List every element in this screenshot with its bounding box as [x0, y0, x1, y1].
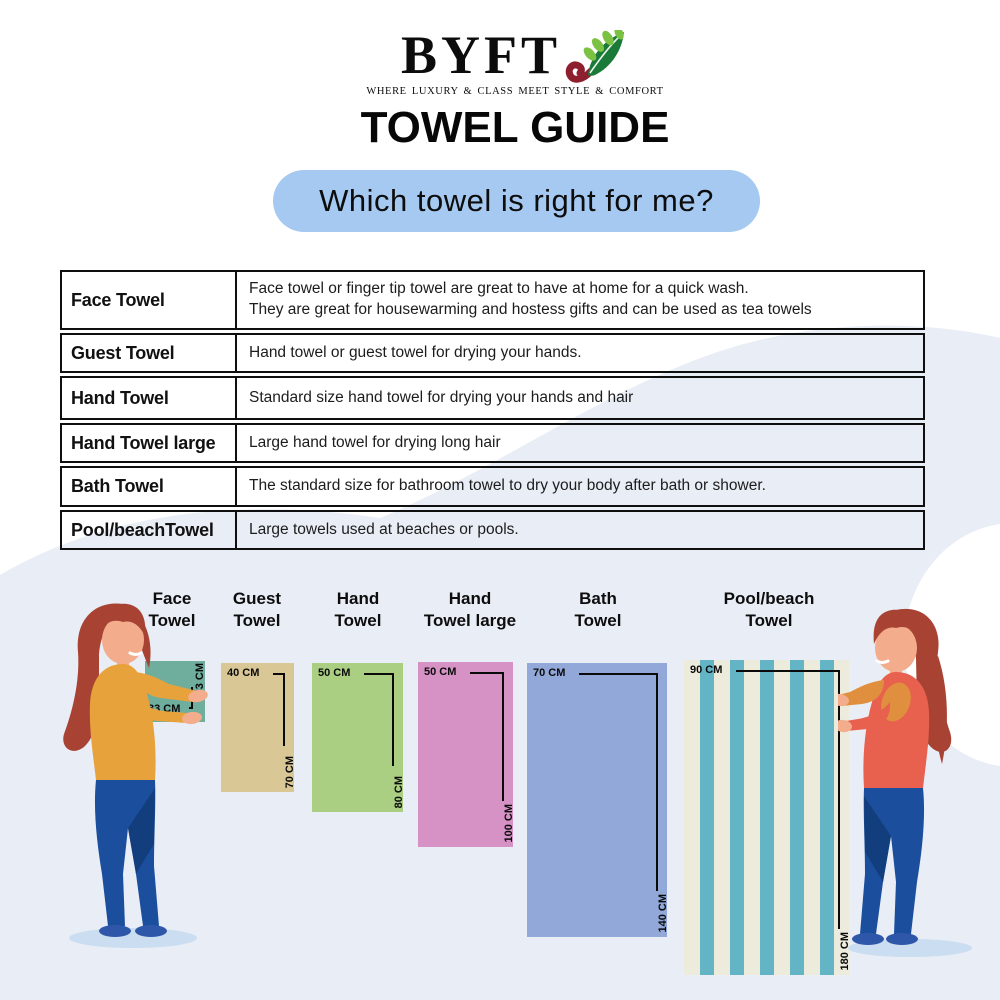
row-description: Hand towel or guest towel for drying you…	[249, 343, 582, 361]
leaf-sprig-icon	[565, 30, 625, 83]
row-description: Face towel or finger tip towel are great…	[249, 280, 812, 318]
diagram-label-face-towel: Face Towel	[149, 588, 196, 632]
height-measurement: 140 CM	[657, 894, 669, 933]
figure-shadow	[848, 939, 972, 957]
diagram-label-hand-towel: Hand Towel	[335, 588, 382, 632]
table-row-hand-towel-large: Hand Towel large Large hand towel for dr…	[60, 423, 925, 463]
diagram-label-pool-beach-towel: Pool/beach Towel	[724, 588, 815, 632]
label-line: Face	[152, 589, 192, 608]
measure-line-vertical	[501, 672, 504, 801]
measure-line-horizontal	[579, 673, 658, 676]
figure-shadow	[69, 928, 197, 948]
hand-towel-large-swatch: 50 CM 100 CM	[418, 662, 515, 847]
guest-towel-swatch: 40 CM 70 CM	[221, 663, 296, 792]
row-label: Face Towel	[62, 272, 237, 328]
label-line: Towel	[334, 611, 382, 631]
hand-towel-swatch: 50 CM 80 CM	[312, 663, 405, 812]
measure-line-vertical	[282, 673, 285, 746]
pool-beach-towel-swatch: 90 CM 180 CM	[684, 660, 851, 975]
brand-logo: BYFT	[30, 22, 1000, 85]
question-banner-text: Which towel is right for me?	[319, 183, 714, 218]
width-measurement: 90 CM	[690, 664, 723, 676]
label-line: Pool/beach	[723, 589, 815, 608]
row-description: Large hand towel for drying long hair	[249, 433, 501, 451]
diagram-label-guest-towel: Guest Towel	[233, 588, 281, 632]
table-row-pool-beach-towel: Pool/beachTowel Large towels used at bea…	[60, 510, 925, 550]
label-line: Towel	[574, 611, 622, 631]
label-line: Towel	[745, 611, 793, 631]
measure-line-horizontal	[273, 673, 285, 676]
label-line: Towel	[233, 611, 281, 631]
width-measurement: 50 CM	[318, 667, 351, 679]
table-row-bath-towel: Bath Towel The standard size for bathroo…	[60, 466, 925, 507]
measure-line-vertical	[837, 670, 840, 929]
brand-name: BYFT	[400, 25, 562, 85]
diagram-label-hand-towel-large: Hand Towel large	[424, 588, 516, 632]
diagram-label-bath-towel: Bath Towel	[575, 588, 622, 632]
header: BYFT WHERE LUXURY & CLASS MEET STYLE & C…	[0, 0, 1000, 153]
width-measurement: 40 CM	[227, 667, 260, 679]
measure-line-vertical	[655, 673, 658, 891]
row-description: Large towels used at beaches or pools.	[249, 520, 519, 538]
bath-towel-swatch: 70 CM 140 CM	[527, 663, 669, 937]
height-measurement: 80 CM	[393, 775, 405, 808]
measure-line-horizontal	[470, 672, 504, 675]
label-line: Hand	[336, 589, 380, 608]
row-label: Bath Towel	[62, 468, 237, 505]
height-measurement: 100 CM	[503, 804, 515, 843]
measure-line-horizontal	[364, 673, 394, 676]
table-row-face-towel: Face Towel Face towel or finger tip towe…	[60, 270, 925, 330]
woman-figure-right	[838, 608, 972, 957]
towel-guide-table: Face Towel Face towel or finger tip towe…	[60, 270, 925, 553]
row-label: Hand Towel large	[62, 425, 237, 461]
row-label: Guest Towel	[62, 335, 237, 371]
label-line: Hand	[448, 589, 492, 608]
label-line: Guest	[232, 589, 282, 608]
label-line: Towel	[148, 611, 196, 631]
woman-figure-left	[63, 603, 208, 948]
row-description: Standard size hand towel for drying your…	[249, 388, 634, 406]
brand-tagline: WHERE LUXURY & CLASS MEET STYLE & COMFOR…	[366, 86, 664, 97]
width-measurement: 70 CM	[533, 667, 566, 679]
table-row-guest-towel: Guest Towel Hand towel or guest towel fo…	[60, 333, 925, 373]
page-title: TOWEL GUIDE	[360, 103, 670, 152]
label-line: Bath	[579, 589, 617, 608]
measure-line-vertical	[391, 673, 394, 766]
row-label: Pool/beachTowel	[62, 512, 237, 548]
row-label: Hand Towel	[62, 378, 237, 418]
height-measurement: 70 CM	[284, 755, 296, 788]
width-measurement: 50 CM	[424, 666, 457, 678]
measure-line-horizontal	[736, 670, 840, 673]
label-line: Towel large	[423, 611, 517, 631]
question-banner: Which towel is right for me?	[273, 170, 760, 232]
table-row-hand-towel: Hand Towel Standard size hand towel for …	[60, 376, 925, 420]
row-description: The standard size for bathroom towel to …	[249, 477, 766, 495]
